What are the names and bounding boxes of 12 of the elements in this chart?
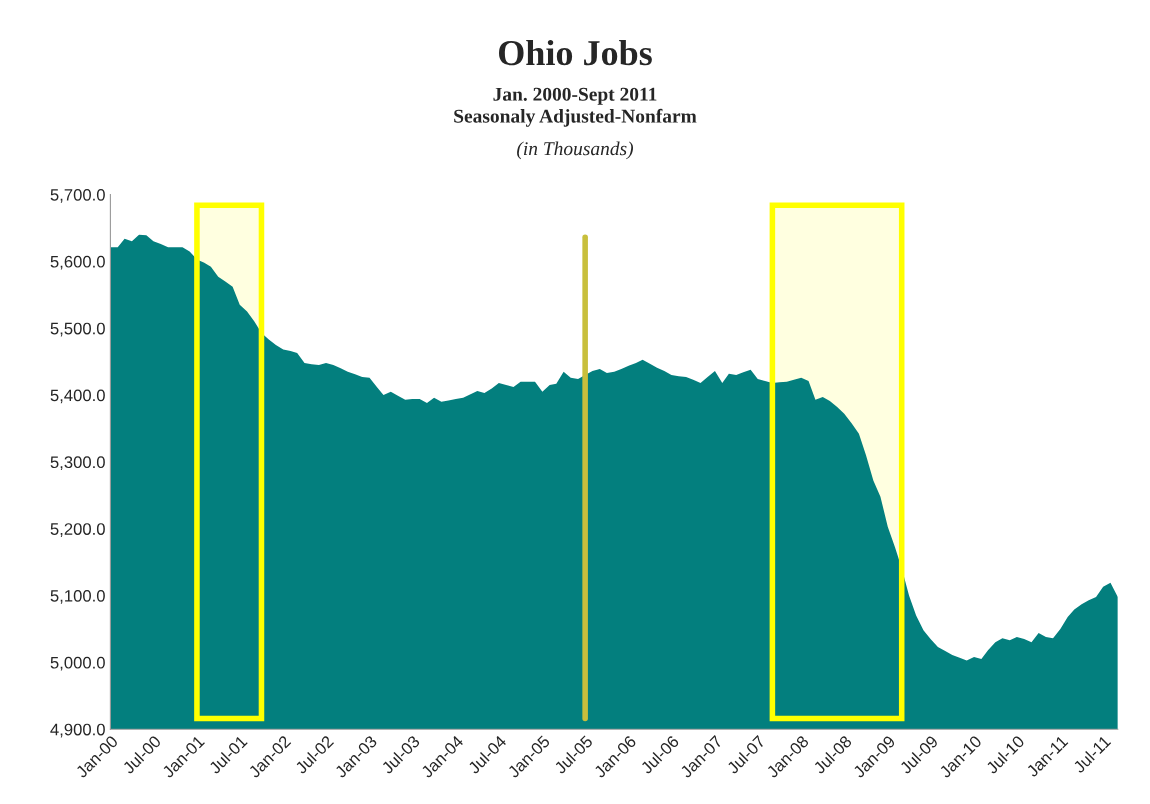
y-tick-label: 5,500.0 (50, 322, 105, 337)
text: (in Thousands) (517, 141, 634, 160)
y-tick-label: 5,100.0 (50, 589, 105, 604)
y-tick-label: 5,400.0 (50, 389, 105, 404)
y-tick-label: 5,200.0 (50, 523, 105, 537)
y-tick-label: 5,300.0 (50, 456, 105, 471)
y-tick-label: 4,900.0 (50, 723, 105, 738)
y-tick-label: 5,000.0 (50, 656, 105, 671)
y-tick-label: 5,600.0 (50, 255, 105, 270)
y-tick-label: 5,700.0 (50, 188, 105, 203)
chart-subtitle: Jan. 2000-Sept 2011 Seasonaly Adjusted-Nonfarm (454, 87, 697, 127)
chart-title: Ohio Jobs (499, 39, 652, 66)
